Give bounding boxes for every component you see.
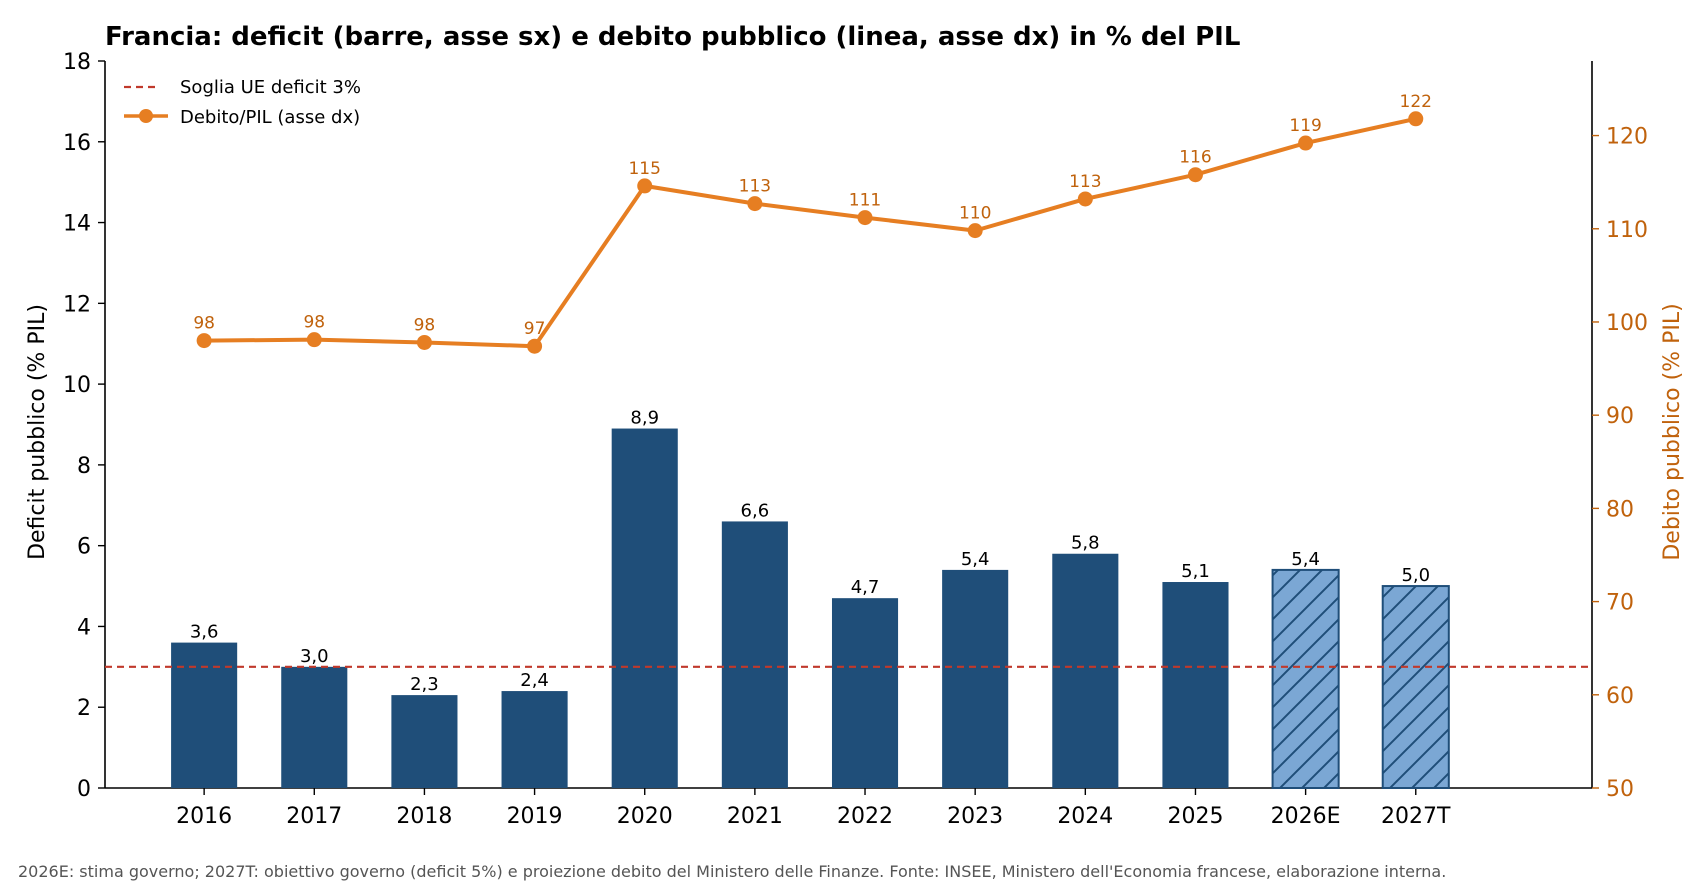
- debt-point: [967, 223, 983, 239]
- debt-value-label: 122: [1400, 92, 1432, 112]
- debt-point: [416, 334, 432, 350]
- debt-line-group: [196, 111, 1424, 354]
- deficit-bar-hatched: [1381, 585, 1450, 789]
- bar-value-label: 6,6: [741, 500, 770, 521]
- debt-value-label: 116: [1179, 148, 1211, 168]
- y-tick-label-right: 80: [1606, 497, 1634, 522]
- footnote: 2026E: stima governo; 2027T: obiettivo g…: [18, 862, 1446, 881]
- debt-line: [204, 116, 1417, 349]
- debt-point: [1408, 111, 1424, 127]
- debt-value-label: 110: [959, 204, 991, 224]
- data-labels: 3,6 3,0 2,3 2,4 8,9 6,6 4,7 5,4 5,8 5,1 5,4 5,0 98 98…: [190, 92, 1432, 695]
- debt-point: [747, 196, 763, 212]
- x-tick-label: 2019: [507, 804, 563, 829]
- y-tick-label-right: 60: [1606, 684, 1634, 709]
- y-tick-label-right: 50: [1606, 777, 1634, 802]
- y-tick-label-left: 4: [77, 615, 91, 640]
- x-tick-label: 2027T: [1381, 804, 1451, 829]
- bar-value-label: 5,4: [1291, 549, 1320, 570]
- debt-value-label: 111: [849, 191, 881, 211]
- x-tick-label: 2022: [837, 804, 893, 829]
- y-tick-label-left: 16: [63, 131, 91, 156]
- axes: 0 2 4 6 8 10 12 14 16 18 50 60 70 80 90 100 110 120 2016 20…: [63, 50, 1648, 829]
- debt-value-label: 98: [193, 314, 215, 334]
- bar-value-label: 4,7: [851, 577, 880, 598]
- y-tick-label-left: 2: [77, 696, 91, 721]
- debt-point: [637, 178, 653, 194]
- y-tick-label-right: 70: [1606, 591, 1634, 616]
- deficit-bar: [942, 569, 1009, 788]
- y-tick-label-right: 100: [1606, 311, 1648, 336]
- x-tick-label: 2024: [1057, 804, 1113, 829]
- x-tick-label: 2020: [617, 804, 673, 829]
- debt-point: [527, 338, 543, 354]
- y-tick-label-left: 0: [77, 777, 91, 802]
- x-tick-label: 2023: [947, 804, 1003, 829]
- bars: [171, 428, 1450, 790]
- deficit-bar: [171, 642, 238, 788]
- legend: Soglia UE deficit 3% Debito/PIL (asse dx…: [124, 77, 361, 128]
- y-axis-label-right: Debito pubblico (% PIL): [1660, 303, 1685, 560]
- deficit-bar: [391, 695, 458, 788]
- deficit-bar: [1052, 553, 1119, 788]
- bar-value-label: 8,9: [630, 408, 659, 429]
- debt-value-label: 119: [1289, 116, 1321, 136]
- y-axis-label-left: Deficit pubblico (% PIL): [25, 304, 50, 560]
- chart-title: Francia: deficit (barre, asse sx) e debi…: [105, 22, 1240, 52]
- x-tick-label: 2026E: [1271, 804, 1341, 829]
- bar-value-label: 3,6: [190, 622, 219, 643]
- bar-value-label: 3,0: [300, 646, 329, 667]
- deficit-bar: [1162, 582, 1229, 788]
- y-tick-label-left: 10: [63, 373, 91, 398]
- y-tick-label-left: 8: [77, 454, 91, 479]
- x-tick-label: 2018: [396, 804, 452, 829]
- debt-value-label: 97: [524, 319, 546, 339]
- debt-point: [857, 210, 873, 226]
- bar-value-label: 5,1: [1181, 561, 1210, 582]
- legend-debt-label: Debito/PIL (asse dx): [180, 107, 360, 128]
- legend-threshold-label: Soglia UE deficit 3%: [180, 77, 361, 98]
- x-tick-label: 2017: [286, 804, 342, 829]
- debt-value-label: 113: [1069, 172, 1101, 192]
- bar-value-label: 2,4: [520, 670, 549, 691]
- deficit-bar-hatched: [1271, 568, 1340, 790]
- y-tick-label-left: 6: [77, 535, 91, 560]
- y-tick-label-right: 120: [1606, 125, 1648, 150]
- debt-value-label: 115: [628, 159, 660, 179]
- debt-point: [1187, 167, 1203, 183]
- bar-value-label: 5,4: [961, 549, 990, 570]
- deficit-bar: [831, 598, 899, 788]
- deficit-bar: [721, 521, 788, 788]
- y-tick-label-right: 110: [1606, 218, 1648, 243]
- debt-value-label: 98: [303, 313, 325, 333]
- legend-debt-marker: [139, 109, 153, 123]
- bar-value-label: 5,8: [1071, 533, 1100, 554]
- y-tick-label-left: 12: [63, 292, 91, 317]
- y-tick-label-left: 18: [63, 50, 91, 75]
- x-tick-label: 2021: [727, 804, 783, 829]
- debt-point: [306, 332, 322, 348]
- y-tick-label-left: 14: [63, 212, 91, 237]
- bar-value-label: 2,3: [410, 674, 439, 695]
- debt-value-label: 113: [739, 177, 771, 197]
- debt-value-label: 98: [414, 315, 436, 335]
- deficit-bar: [501, 691, 568, 788]
- debt-point: [196, 333, 212, 349]
- bar-value-label: 5,0: [1401, 565, 1430, 586]
- deficit-bar: [611, 428, 678, 788]
- debt-point: [1077, 191, 1093, 207]
- x-tick-label: 2016: [176, 804, 232, 829]
- x-tick-label: 2025: [1167, 804, 1223, 829]
- y-tick-label-right: 90: [1606, 404, 1634, 429]
- debt-point: [1298, 135, 1314, 151]
- deficit-bar: [281, 666, 348, 788]
